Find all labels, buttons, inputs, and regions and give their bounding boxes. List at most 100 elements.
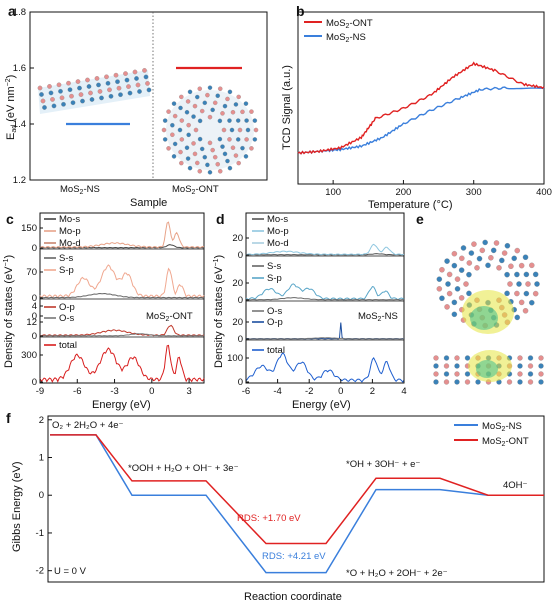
atom (464, 355, 471, 361)
y-tick-label: 1.8 (13, 7, 26, 18)
atom (444, 258, 450, 264)
atom (249, 146, 254, 151)
atom (439, 267, 445, 273)
y-tick-label: 2 (39, 415, 44, 426)
atom (488, 255, 494, 261)
cat-label-ont: MoS2-ONT (172, 184, 219, 196)
dos-curve (245, 283, 405, 301)
atom (504, 290, 510, 297)
atom (454, 286, 461, 292)
atom (197, 118, 203, 124)
x-tick-label: -3 (110, 386, 118, 397)
atom (516, 281, 522, 287)
atom (252, 118, 258, 123)
y-tick-label: 0 (32, 331, 37, 342)
atom (511, 255, 517, 262)
dos-curve (39, 292, 205, 299)
atom (514, 271, 520, 278)
y-tick-label: 0 (238, 334, 243, 345)
atom (94, 76, 100, 81)
atom (454, 355, 460, 361)
atom (170, 132, 175, 138)
x-tick-label: 3 (186, 386, 191, 397)
atom (532, 271, 539, 278)
atom (40, 98, 46, 104)
series-line-mos2-ns (50, 434, 544, 574)
atom (217, 136, 223, 142)
y-tick-label: -2 (36, 566, 44, 577)
legend-label: Mo-p (59, 226, 81, 237)
atom (527, 379, 534, 385)
atom (518, 262, 525, 269)
legend-label: S-s (59, 253, 74, 264)
atom (525, 281, 531, 287)
y-tick-label: 20 (232, 317, 243, 328)
atom (522, 308, 529, 314)
atom (454, 371, 460, 377)
atom (171, 154, 177, 159)
atom (466, 260, 473, 266)
panel-label-c: c (6, 211, 14, 227)
atom (185, 156, 191, 161)
dos-curve (39, 324, 205, 337)
atom (50, 97, 55, 102)
atom (59, 95, 65, 101)
atom (522, 254, 529, 260)
dos-curve (39, 333, 205, 337)
panel-d-plot: Mo-sMo-pMo-d S-sS-p O-sO-p total -6 -4 -2 0 2 4 0… (213, 212, 407, 411)
atom (70, 100, 76, 106)
atom (433, 379, 439, 385)
atom (504, 243, 511, 249)
atom (468, 250, 475, 256)
step-label-1: O₂ + 2H₂O + 4e⁻ (52, 420, 124, 431)
atom (172, 141, 178, 147)
atom (210, 107, 215, 113)
legend-label: S-p (59, 265, 74, 276)
atom (460, 245, 467, 251)
atom (135, 82, 141, 88)
atom (61, 101, 66, 107)
x-tick-label: 0 (338, 386, 343, 397)
atom (171, 101, 177, 106)
atom (433, 363, 439, 369)
atom (217, 86, 223, 91)
panel-label-d: d (216, 211, 225, 227)
y-tick-label: 0 (32, 293, 37, 304)
atom (145, 81, 150, 86)
atom (191, 141, 196, 146)
y-tick-label: 300 (21, 350, 37, 361)
atom (233, 102, 239, 107)
atom (179, 137, 185, 142)
atom (77, 85, 82, 91)
atom (514, 290, 520, 297)
legend-f-ns: MoS2-NS (482, 421, 522, 433)
atom (235, 118, 241, 123)
y-tick-label: -1 (36, 528, 44, 539)
atom (454, 379, 460, 385)
atom (227, 118, 232, 123)
atom (104, 74, 109, 80)
x-tick-label: -6 (73, 386, 81, 397)
panel-c-ylabel: Density of states (eV−1) (3, 255, 15, 368)
atom (67, 87, 73, 93)
atom (202, 100, 208, 106)
charge-density-structure-icon (433, 239, 544, 385)
atom (66, 80, 71, 86)
atom (118, 92, 123, 98)
atom (88, 90, 93, 96)
atom (193, 127, 199, 133)
atom (137, 89, 142, 94)
atom (538, 371, 544, 377)
atom (210, 147, 215, 153)
panel-a-plot: 1.2 1.4 1.6 1.8 MoS2-NS MoS2-ONT Sample Ead… (5, 7, 268, 209)
atom (113, 72, 119, 78)
atom (527, 363, 534, 369)
atom (534, 281, 540, 287)
atom (446, 290, 453, 297)
legend-label: O-s (59, 313, 75, 324)
atom (105, 80, 111, 86)
x-tick-label: 200 (395, 187, 411, 198)
atom (451, 299, 458, 306)
atom (227, 165, 233, 171)
y-tick-label: 0 (32, 377, 37, 388)
